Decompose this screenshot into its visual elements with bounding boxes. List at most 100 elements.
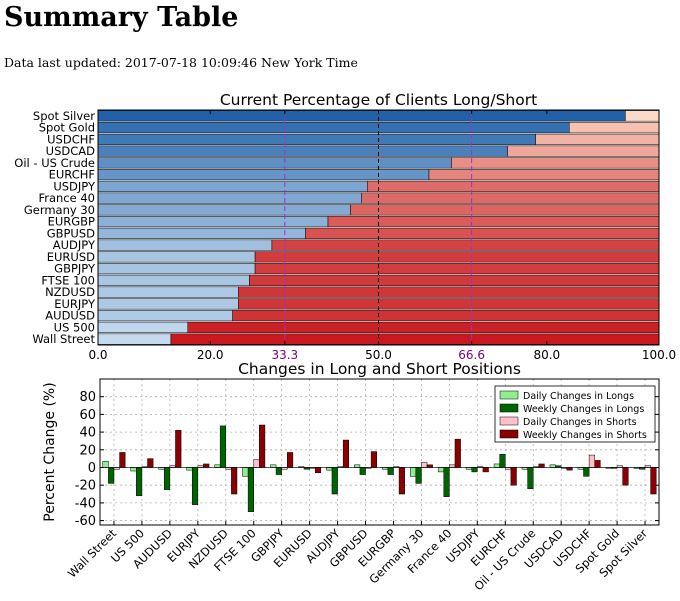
- category-label: Spot Silver: [33, 109, 95, 123]
- short-bar: [305, 227, 660, 239]
- category-label: NZDUSD: [45, 285, 95, 299]
- long-bar: [97, 133, 536, 145]
- change-bar: [354, 464, 361, 468]
- long-bar: [97, 263, 256, 275]
- change-bar: [136, 467, 143, 497]
- long-bar: [97, 227, 306, 239]
- change-bar: [443, 467, 450, 497]
- long-bar: [97, 180, 368, 192]
- change-bar: [102, 461, 109, 468]
- page-title: Summary Table: [4, 2, 239, 33]
- change-bar: [421, 461, 428, 468]
- short-bar: [271, 239, 660, 251]
- change-bar: [588, 454, 595, 468]
- category-label: EURJPY: [54, 297, 96, 311]
- x-tick-label: 20.0: [197, 348, 224, 362]
- category-label: EURGBP: [48, 215, 95, 229]
- category-label: USDCHF: [47, 132, 95, 146]
- x-tick-label: 50.0: [365, 348, 392, 362]
- long-bar: [97, 157, 452, 169]
- change-bar: [566, 467, 573, 471]
- short-bar: [238, 298, 660, 310]
- category-label: AUDUSD: [45, 309, 95, 323]
- y-tick-label: 60: [79, 408, 96, 423]
- change-bar: [510, 467, 517, 486]
- change-bar: [359, 467, 366, 475]
- long-bar: [97, 192, 362, 204]
- category-label: USDCAD: [46, 144, 95, 158]
- change-bar: [242, 467, 249, 477]
- long-bar: [97, 145, 508, 157]
- change-bar: [342, 439, 350, 468]
- change-bar: [314, 467, 322, 474]
- category-label: EURCHF: [49, 168, 95, 182]
- change-bar: [437, 467, 445, 473]
- change-bar: [214, 464, 221, 468]
- legend-swatch: [499, 416, 519, 426]
- category-label: Oil - US Crude: [14, 156, 95, 170]
- change-bar: [231, 467, 238, 495]
- short-bar: [238, 286, 660, 298]
- change-bar: [191, 467, 199, 505]
- category-label: AUDJPY: [53, 238, 96, 252]
- short-bar: [350, 204, 660, 216]
- change-bar: [108, 467, 115, 484]
- legend-label: Weekly Changes in Shorts: [523, 430, 647, 441]
- short-bar: [428, 169, 660, 181]
- change-bar: [482, 467, 489, 473]
- y-axis-label: Percent Change (%): [42, 382, 58, 521]
- change-bar: [219, 425, 227, 468]
- legend-swatch: [499, 403, 519, 413]
- change-bar: [247, 467, 254, 512]
- category-label: GBPJPY: [54, 262, 96, 276]
- change-bar: [119, 452, 126, 468]
- short-bar: [568, 122, 660, 134]
- y-tick-label: -40: [75, 496, 96, 511]
- category-label: USDJPY: [53, 179, 96, 193]
- short-bar: [187, 321, 660, 333]
- change-bar: [499, 453, 506, 468]
- category-label: Germany 30: [24, 203, 95, 217]
- category-label: FTSE 100: [41, 273, 95, 287]
- change-bar: [270, 464, 277, 468]
- change-bar: [398, 467, 405, 495]
- x-tick-label: 33.3: [271, 348, 298, 362]
- change-bar: [549, 464, 556, 468]
- y-tick-label: 80: [79, 390, 96, 405]
- change-bar: [130, 467, 137, 472]
- change-bar: [415, 467, 422, 484]
- change-bar: [326, 467, 333, 471]
- change-bar: [493, 463, 500, 468]
- chart-title: Current Percentage of Clients Long/Short: [220, 91, 537, 109]
- long-bar: [97, 110, 626, 122]
- y-tick-label: -20: [75, 479, 96, 494]
- change-bar: [203, 463, 210, 468]
- change-bar: [275, 467, 282, 475]
- short-bar: [327, 216, 660, 228]
- long-bar: [97, 310, 233, 322]
- last-updated-text: Data last updated: 2017-07-18 10:09:46 N…: [4, 55, 358, 70]
- short-bar: [254, 251, 660, 263]
- change-bar: [622, 467, 629, 486]
- short-bar: [249, 274, 660, 286]
- short-bar: [535, 133, 660, 145]
- long-bar: [97, 239, 273, 251]
- x-tick-label: 0.0: [88, 348, 107, 362]
- long-bar: [97, 169, 430, 181]
- x-tick-label: 66.6: [458, 348, 485, 362]
- change-bar: [449, 464, 456, 468]
- short-bar: [367, 180, 660, 192]
- change-bar: [594, 460, 601, 468]
- x-tick-label: 100.0: [642, 348, 676, 362]
- change-bar: [259, 424, 266, 468]
- long-bar: [97, 122, 570, 134]
- change-bar: [175, 430, 182, 468]
- change-bar: [253, 459, 260, 468]
- category-label: EURUSD: [47, 250, 95, 264]
- y-tick-label: 20: [79, 443, 96, 458]
- change-bar: [331, 467, 338, 495]
- short-bar: [361, 192, 660, 204]
- legend-swatch: [499, 390, 519, 400]
- change-bar: [426, 464, 433, 468]
